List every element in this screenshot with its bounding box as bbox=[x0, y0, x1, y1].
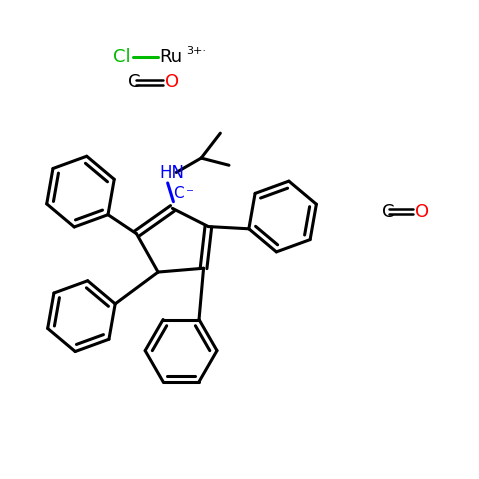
Text: HN: HN bbox=[159, 164, 184, 182]
Text: Cl: Cl bbox=[113, 47, 130, 66]
Text: C: C bbox=[128, 73, 141, 91]
Text: C: C bbox=[173, 186, 184, 201]
Text: ⁻: ⁻ bbox=[186, 186, 194, 201]
Text: Ru: Ru bbox=[159, 47, 182, 66]
Text: 3+·: 3+· bbox=[186, 46, 206, 56]
Text: O: O bbox=[165, 73, 179, 91]
Text: O: O bbox=[415, 203, 429, 221]
Text: C: C bbox=[382, 203, 395, 221]
